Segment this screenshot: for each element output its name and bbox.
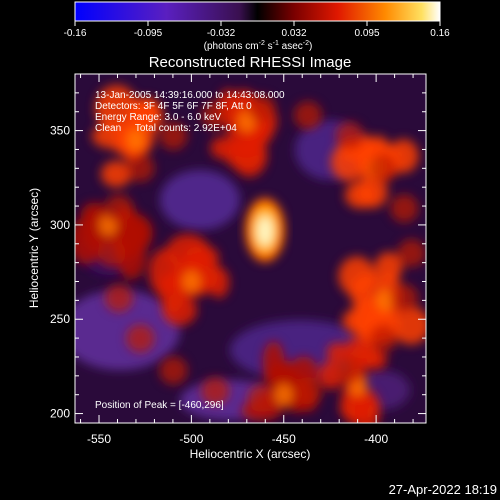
- emission-ring-blob: [201, 101, 230, 130]
- emission-ring-blob: [201, 377, 230, 406]
- heatmap-image: [75, 74, 426, 423]
- x-axis-label: Heliocentric X (arcsec): [190, 447, 311, 461]
- footer-timestamp: 27-Apr-2022 18:19: [389, 482, 497, 497]
- emission-blob: [326, 342, 349, 364]
- emission-hotspot: [126, 129, 145, 152]
- emission-blob: [342, 307, 384, 335]
- emission-blob: [374, 252, 403, 283]
- emission-blob: [357, 175, 388, 209]
- emission-ring-blob: [335, 356, 364, 385]
- emission-hotspot: [376, 289, 395, 312]
- emission-ring-blob: [247, 384, 276, 413]
- emission-ring-blob: [97, 239, 126, 268]
- annotation-line: Detectors: 3F 4F 5F 6F 7F 8F, Att 0: [95, 101, 252, 112]
- emission-blob: [182, 244, 220, 270]
- emission-ring-blob: [104, 284, 133, 313]
- emission-ring-blob: [335, 121, 364, 150]
- emission-ring-blob: [126, 153, 155, 182]
- emission-hotspot: [182, 270, 201, 293]
- image-annotations: 13-Jan-2005 14:39:16.000 to 14:43:08.000…: [95, 90, 285, 411]
- x-tick-label: -450: [272, 432, 296, 446]
- y-tick-label: 350: [50, 124, 70, 138]
- emission-ring-blob: [104, 194, 133, 223]
- emission-ring-blob: [247, 94, 276, 123]
- chart-title: Reconstructed RHESSI Image: [149, 54, 352, 71]
- x-tick-label: -500: [179, 432, 203, 446]
- emission-blob: [338, 256, 376, 296]
- emission-ring-blob: [293, 101, 322, 130]
- peak-position-label: Position of Peak = [-460,296]: [95, 400, 224, 411]
- colorbar-tick-label: -0.16: [64, 28, 87, 39]
- y-axis-label: Heliocentric Y (arcsec): [27, 188, 41, 308]
- emission-ring-blob: [368, 324, 397, 353]
- colorbar-tick-label: 0.16: [430, 28, 450, 39]
- colorbar-tick-label: -0.095: [134, 28, 163, 39]
- emission-blob: [100, 160, 132, 188]
- x-tick-label: -550: [87, 432, 111, 446]
- emission-blob: [162, 294, 197, 326]
- y-tick-label: 250: [50, 312, 70, 326]
- emission-ring-blob: [293, 377, 322, 406]
- axis-ticks: [75, 74, 426, 423]
- plot-frame: [74, 73, 427, 424]
- emission-ring-blob: [390, 284, 419, 313]
- emission-ring-blob: [368, 153, 397, 182]
- colorbar-gradient: [74, 1, 441, 22]
- emission-blob: [129, 99, 164, 133]
- emission-blob: [392, 306, 426, 345]
- y-tick-label: 200: [50, 407, 70, 421]
- colorbar-tick-label: 0.032: [281, 28, 306, 39]
- emission-ring-blob: [159, 121, 188, 150]
- emission-hotspot: [274, 383, 293, 406]
- x-tick-label: -400: [364, 432, 388, 446]
- emission-blob: [208, 267, 230, 298]
- annotation-line: Energy Range: 3.0 - 6.0 keV: [95, 112, 222, 123]
- emission-ring-blob: [397, 239, 426, 268]
- y-tick-label: 300: [50, 218, 70, 232]
- colorbar-units: (photons cm-2 s-1 asec-2): [204, 40, 313, 52]
- annotation-line: 13-Jan-2005 14:39:16.000 to 14:43:08.000: [95, 90, 285, 101]
- emission-ring-blob: [126, 324, 155, 353]
- emission-ring-blob: [159, 356, 188, 385]
- annotation-line: Clean Total counts: 2.92E+04: [95, 123, 237, 134]
- emission-ring-blob: [390, 194, 419, 223]
- emission-blob: [95, 84, 138, 133]
- colorbar: -0.16 -0.095 -0.032 0.032 0.095 0.16 (ph…: [64, 1, 450, 52]
- colorbar-tick-label: 0.095: [354, 28, 379, 39]
- colorbar-tick-label: -0.032: [207, 28, 236, 39]
- emission-blob: [231, 133, 268, 178]
